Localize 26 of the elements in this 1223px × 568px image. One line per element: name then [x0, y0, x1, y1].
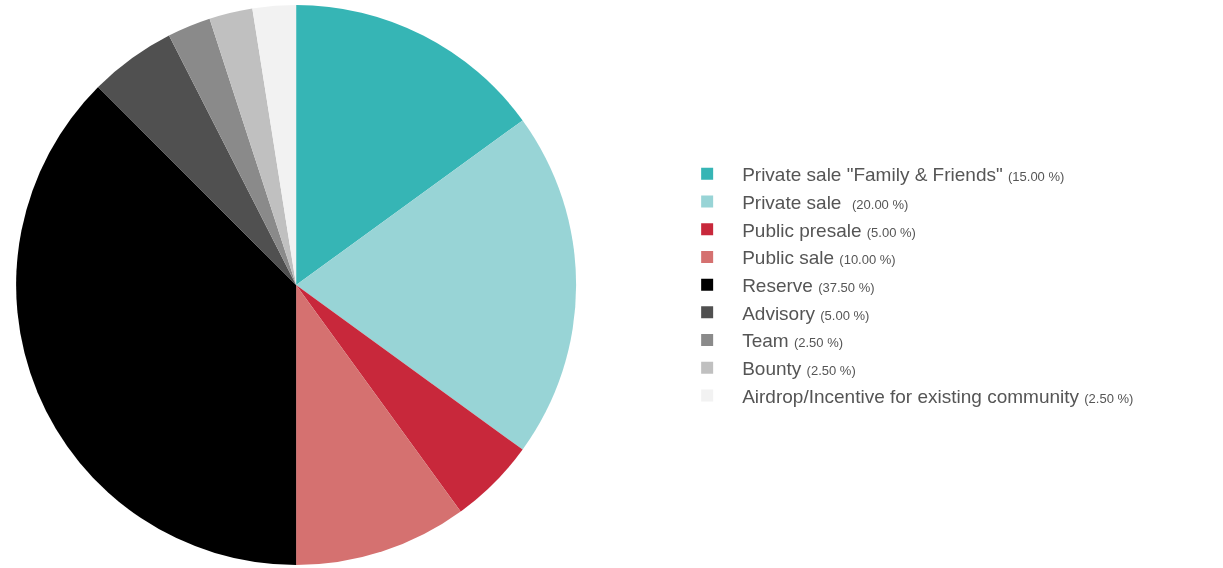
data-label: (2.50 %) [806, 363, 856, 379]
data-label: (2.50 %) [1084, 390, 1134, 406]
data-label: (37.50 %) [818, 280, 875, 296]
pie-slice [296, 285, 461, 565]
legend-label: Private sale [742, 191, 842, 213]
pie-slice [209, 8, 297, 285]
legend-label: Team [742, 330, 789, 352]
data-label: (5.00 %) [866, 224, 916, 240]
legend-label: Private sale "Family & Friends" [742, 164, 1003, 186]
pie-slice [16, 87, 297, 565]
data-label: (10.00 %) [839, 252, 896, 268]
pie-slice [296, 5, 523, 285]
legend-label: Bounty [742, 358, 802, 380]
data-label: (20.00 %) [851, 196, 909, 212]
data-label: (5.00 %) [820, 307, 870, 323]
data-label: (2.50 %) [793, 335, 844, 351]
data-label: (15.00 %) [1007, 169, 1065, 185]
legend-label: Public presale [742, 219, 862, 241]
pie-slice [296, 120, 577, 450]
legend-label: Reserve [742, 275, 813, 297]
pie-slice [98, 35, 297, 285]
legend-label: Advisory [742, 302, 816, 324]
legend-label: Airdrop/Incentive for existing community [742, 385, 1080, 407]
pie-slice [296, 285, 523, 512]
pie-slice [169, 18, 297, 285]
legend-label: Public sale [742, 247, 835, 269]
